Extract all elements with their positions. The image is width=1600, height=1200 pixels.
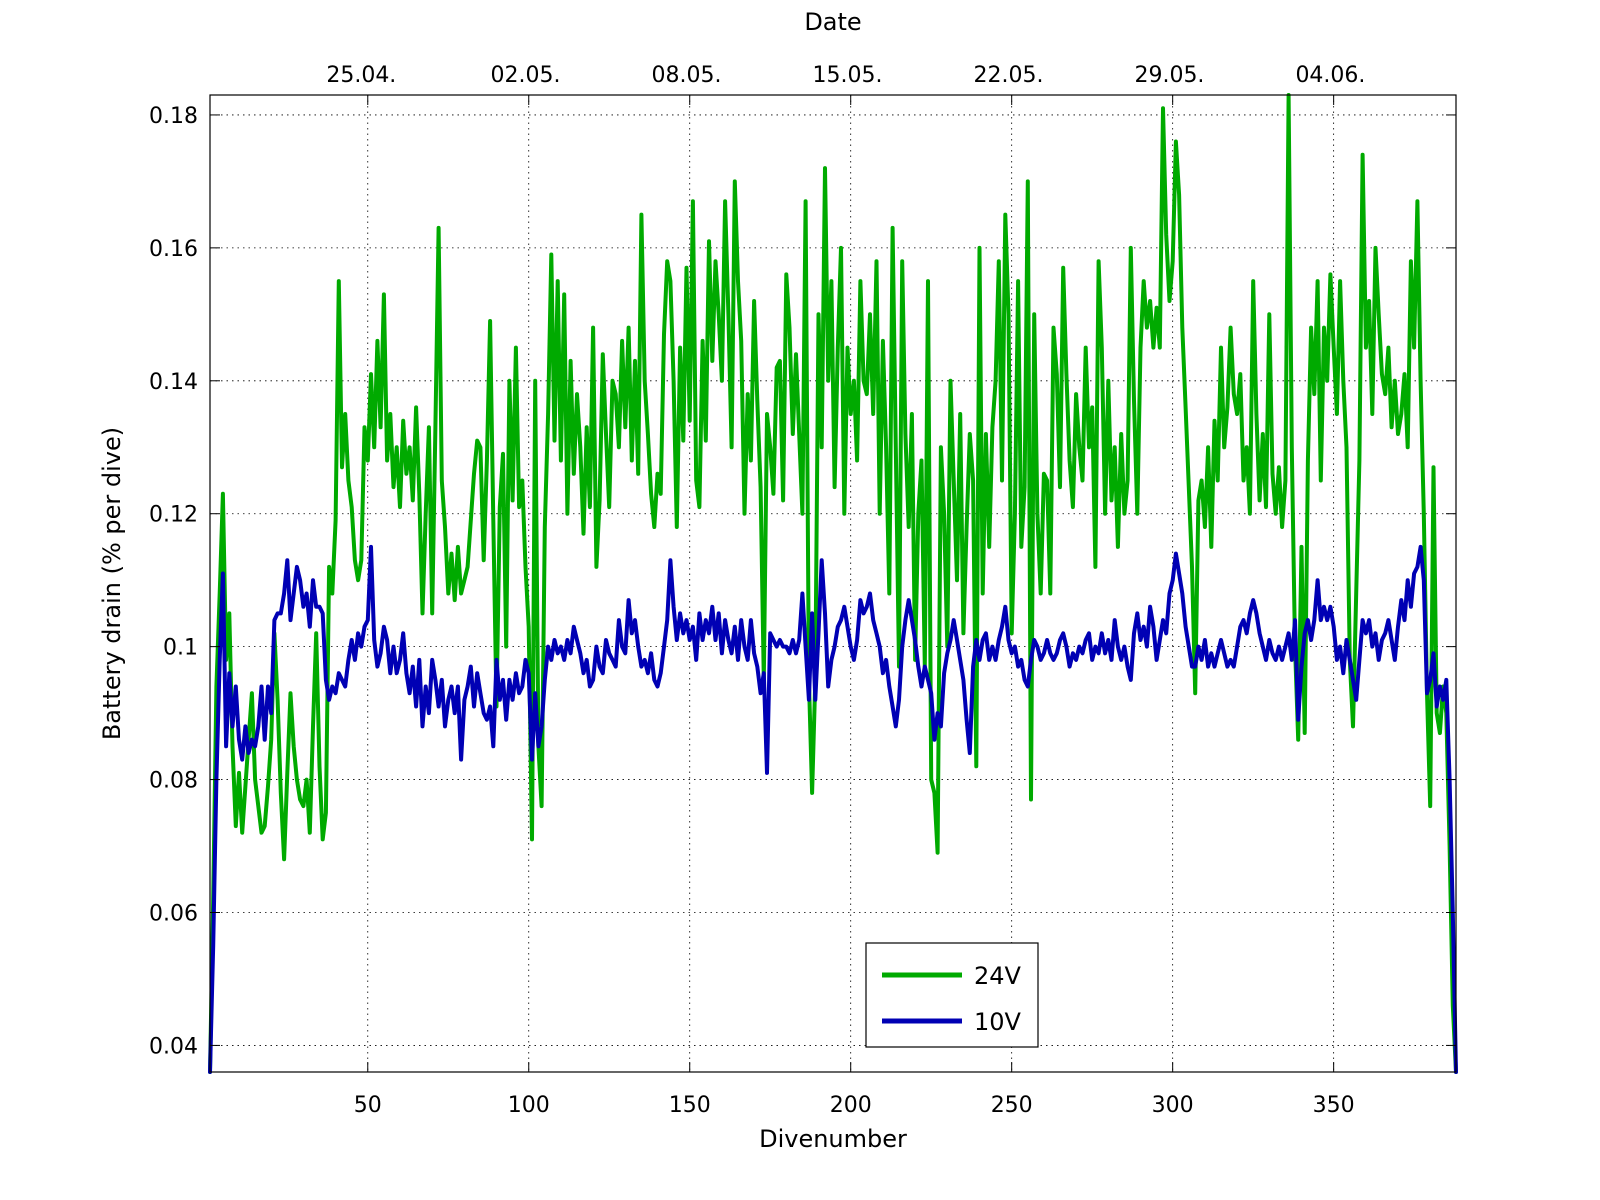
x-tick-label: 300 bbox=[1152, 1093, 1194, 1118]
x-tick-label: 150 bbox=[669, 1093, 711, 1118]
x-tick-label: 50 bbox=[354, 1093, 382, 1118]
y-axis-title: Battery drain (% per dive) bbox=[98, 427, 126, 740]
y-tick-label: 0.18 bbox=[149, 104, 198, 129]
plot-frame bbox=[209, 94, 1457, 1073]
x-tick-label: 350 bbox=[1313, 1093, 1355, 1118]
y-tick-label: 0.12 bbox=[149, 503, 198, 528]
y-tick-label: 0.16 bbox=[149, 237, 198, 262]
series-line-24v bbox=[208, 93, 1458, 1074]
legend-label-24v: 24V bbox=[974, 962, 1022, 990]
y-tick-label: 0.08 bbox=[149, 769, 198, 794]
tick-labels: 50 100 150 200 250 300 350 0.04 0.06 0.08 0.1 0.12 0… bbox=[149, 63, 1365, 1118]
top-date-label: 08.05. bbox=[652, 63, 722, 88]
series-line-10v bbox=[208, 544, 1458, 1074]
x-tick-label: 100 bbox=[508, 1093, 550, 1118]
top-date-label: 22.05. bbox=[973, 63, 1043, 88]
series-lines bbox=[208, 93, 1458, 1074]
x-tick-label: 200 bbox=[830, 1093, 872, 1118]
y-tick-label: 0.06 bbox=[149, 901, 198, 926]
y-tick-label: 0.1 bbox=[163, 636, 198, 661]
top-axis-title: Date bbox=[804, 8, 861, 36]
y-tick-label: 0.14 bbox=[149, 370, 198, 395]
top-date-label: 15.05. bbox=[812, 63, 882, 88]
y-tick-label: 0.04 bbox=[149, 1034, 198, 1059]
x-tick-label: 250 bbox=[991, 1093, 1033, 1118]
axes-frame bbox=[209, 94, 1457, 1073]
top-date-label: 02.05. bbox=[491, 63, 561, 88]
top-date-label: 29.05. bbox=[1134, 63, 1204, 88]
x-axis-title: Divenumber bbox=[759, 1125, 907, 1153]
legend-box bbox=[865, 942, 1039, 1048]
legend-label-10v: 10V bbox=[974, 1008, 1022, 1036]
top-date-label: 25.04. bbox=[326, 63, 396, 88]
top-date-label: 04.06. bbox=[1295, 63, 1365, 88]
legend: 24V 10V bbox=[865, 942, 1039, 1048]
